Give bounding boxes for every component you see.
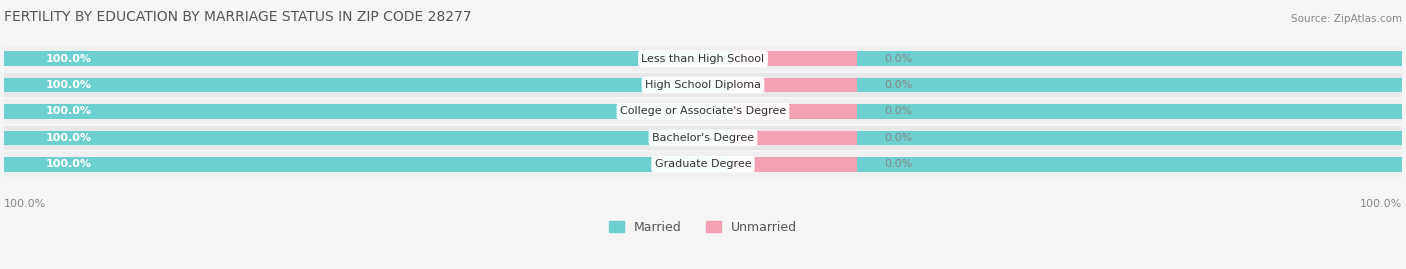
Text: FERTILITY BY EDUCATION BY MARRIAGE STATUS IN ZIP CODE 28277: FERTILITY BY EDUCATION BY MARRIAGE STATU… bbox=[4, 10, 471, 24]
Text: 100.0%: 100.0% bbox=[46, 107, 93, 116]
Bar bbox=[4, 51, 1402, 66]
Bar bbox=[4, 78, 1402, 92]
Bar bbox=[4, 157, 1402, 172]
Text: Source: ZipAtlas.com: Source: ZipAtlas.com bbox=[1291, 14, 1402, 24]
Bar bbox=[4, 78, 1402, 92]
Text: 100.0%: 100.0% bbox=[46, 54, 93, 64]
Text: 0.0%: 0.0% bbox=[884, 133, 912, 143]
Bar bbox=[731, 104, 856, 119]
Text: College or Associate's Degree: College or Associate's Degree bbox=[620, 107, 786, 116]
Text: Bachelor's Degree: Bachelor's Degree bbox=[652, 133, 754, 143]
Bar bbox=[731, 78, 856, 92]
Text: 0.0%: 0.0% bbox=[884, 54, 912, 64]
Bar bbox=[4, 99, 1402, 124]
Text: 100.0%: 100.0% bbox=[46, 80, 93, 90]
Legend: Married, Unmarried: Married, Unmarried bbox=[603, 216, 803, 239]
Text: Graduate Degree: Graduate Degree bbox=[655, 159, 751, 169]
Text: High School Diploma: High School Diploma bbox=[645, 80, 761, 90]
Bar bbox=[731, 157, 856, 172]
Bar bbox=[4, 131, 1402, 145]
Bar bbox=[4, 47, 1402, 71]
Text: 100.0%: 100.0% bbox=[4, 199, 46, 209]
Text: 100.0%: 100.0% bbox=[46, 133, 93, 143]
Text: 0.0%: 0.0% bbox=[884, 159, 912, 169]
Bar bbox=[731, 131, 856, 145]
Text: 0.0%: 0.0% bbox=[884, 80, 912, 90]
Bar bbox=[4, 104, 1402, 119]
Text: 100.0%: 100.0% bbox=[46, 159, 93, 169]
Bar bbox=[731, 51, 856, 66]
Bar bbox=[4, 126, 1402, 150]
Text: 100.0%: 100.0% bbox=[1360, 199, 1402, 209]
Bar bbox=[4, 51, 1402, 66]
Bar bbox=[4, 152, 1402, 176]
Bar bbox=[4, 73, 1402, 97]
Text: 0.0%: 0.0% bbox=[884, 107, 912, 116]
Text: Less than High School: Less than High School bbox=[641, 54, 765, 64]
Bar bbox=[4, 131, 1402, 145]
Bar bbox=[4, 104, 1402, 119]
Bar bbox=[4, 157, 1402, 172]
